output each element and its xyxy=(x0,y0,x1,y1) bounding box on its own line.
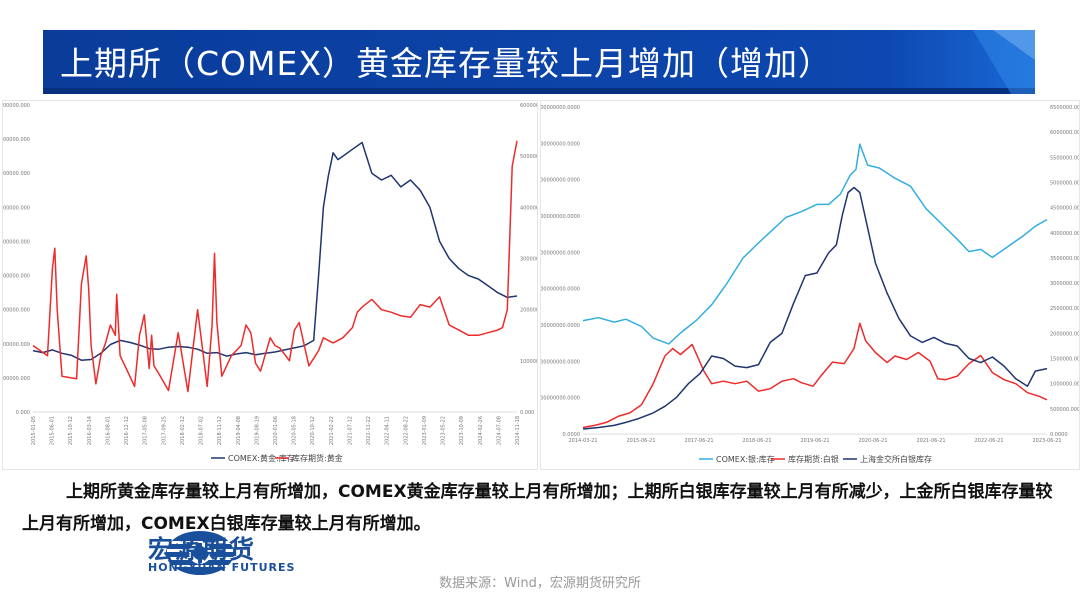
silver-right-tick-label: 4500000.0000 xyxy=(1050,206,1079,212)
silver-left-tick-label: 0.0000 xyxy=(563,432,581,438)
gold-left-tick-label: 10000000.000 xyxy=(3,342,30,348)
silver-left-tick-label: 4000000000.0000 xyxy=(541,141,580,147)
gold-x-tick-label: 2020-05-18 xyxy=(292,416,298,445)
gold-left-tick-label: 45000000.000 xyxy=(3,103,30,109)
gold-inventory-chart-panel: 0.000 5000000.000 10000000.000 15000000.000… xyxy=(2,100,538,470)
gold-inventory-chart: 0.000 5000000.000 10000000.000 15000000.000… xyxy=(3,103,537,463)
gold-left-tick-label: 35000000.000 xyxy=(3,171,30,177)
silver-series-line-2 xyxy=(582,186,1048,430)
gold-x-tick-label: 2021-11-22 xyxy=(366,416,372,445)
silver-series-line-0 xyxy=(582,143,1048,345)
gold-x-tick-label: 2015-06-01 xyxy=(50,416,56,445)
gold-x-tick-label: 2021-07-12 xyxy=(347,416,353,445)
gold-x-tick-label: 2016-12-12 xyxy=(124,416,130,445)
gold-x-tick-label: 2021-02-22 xyxy=(329,416,335,445)
gold-x-tick-label: 2018-11-12 xyxy=(217,416,223,445)
gold-series-line-0 xyxy=(32,141,518,361)
title-banner xyxy=(43,30,1035,94)
silver-x-tick-label: 2015-06-21 xyxy=(626,438,655,444)
silver-left-tick-label: 1500000000.0000 xyxy=(541,323,580,329)
gold-legend-label-0: COMEX:黄金:库存 xyxy=(228,453,295,463)
gold-x-tick-label: 2019-04-08 xyxy=(236,416,242,445)
silver-x-tick-label: 2021-06-21 xyxy=(916,438,945,444)
silver-left-tick-label: 2500000000.0000 xyxy=(541,250,580,256)
silver-left-tick-label: 500000000.0000 xyxy=(541,396,580,402)
gold-right-tick-label: 2000000.000 xyxy=(520,308,537,314)
gold-x-tick-label: 2019-08-19 xyxy=(254,416,260,445)
gold-left-tick-label: 20000000.000 xyxy=(3,274,30,280)
gold-right-tick-label: 4000000.000 xyxy=(520,205,537,211)
gold-x-tick-label: 2023-10-09 xyxy=(459,416,465,445)
gold-x-tick-label: 2016-03-14 xyxy=(87,416,93,445)
silver-right-tick-label: 1500000.0000 xyxy=(1050,357,1079,363)
silver-left-tick-label: 1000000000.0000 xyxy=(541,359,580,365)
data-source-note: 数据来源：Wind，宏源期货研究所 xyxy=(439,576,641,591)
gold-left-tick-label: 15000000.000 xyxy=(3,308,30,314)
gold-series-line-1 xyxy=(32,140,518,393)
silver-right-tick-label: 3000000.0000 xyxy=(1050,281,1079,287)
gold-x-tick-label: 2015-10-12 xyxy=(68,416,74,445)
silver-right-tick-label: 3500000.0000 xyxy=(1050,256,1079,262)
gold-x-tick-label: 2017-05-08 xyxy=(143,416,149,445)
gold-left-tick-label: 5000000.000 xyxy=(3,376,30,382)
silver-x-tick-label: 2020-06-21 xyxy=(858,438,887,444)
gold-right-tick-label: 6000000.000 xyxy=(520,103,537,109)
silver-legend-label-0: COMEX:银:库存 xyxy=(716,454,775,464)
silver-inventory-chart: 0.0000 500000000.0000 1000000000.0000 15000… xyxy=(541,105,1079,464)
hongyuan-logo xyxy=(166,531,234,575)
silver-right-tick-label: 6000000.0000 xyxy=(1050,130,1079,136)
silver-x-tick-label: 2014-03-21 xyxy=(568,438,597,444)
silver-series-line-1 xyxy=(582,322,1048,429)
silver-x-tick-label: 2019-06-21 xyxy=(800,438,829,444)
silver-x-tick-label: 2018-06-21 xyxy=(742,438,771,444)
gold-x-tick-label: 2020-10-12 xyxy=(310,416,316,445)
gold-right-tick-label: 1000000.000 xyxy=(520,359,537,365)
gold-x-tick-label: 2022-04-11 xyxy=(385,416,391,445)
silver-right-tick-label: 0.0000 xyxy=(1050,432,1068,438)
gold-right-tick-label: 3000000.000 xyxy=(520,257,537,263)
silver-right-tick-label: 6500000.0000 xyxy=(1050,105,1079,111)
logo-english-name: HONGYUAN FUTURES xyxy=(148,561,296,574)
gold-right-tick-label: 5000000.000 xyxy=(520,154,537,160)
gold-x-tick-label: 2023-05-22 xyxy=(441,416,447,445)
silver-legend-label-1: 库存期货:白银 xyxy=(788,454,839,464)
gold-left-tick-label: 30000000.000 xyxy=(3,205,30,211)
gold-x-tick-label: 2016-08-01 xyxy=(105,416,111,445)
gold-x-tick-label: 2017-09-25 xyxy=(161,416,167,445)
gold-right-tick-label: 0.000 xyxy=(520,410,534,416)
gold-x-tick-label: 2018-07-02 xyxy=(199,416,205,445)
summary-text: 上期所黄金库存量较上月有所增加，COMEX黄金库存量较上月有所增加；上期所白银库… xyxy=(22,482,1053,534)
silver-right-tick-label: 500000.0000 xyxy=(1050,407,1079,413)
silver-x-tick-label: 2017-06-21 xyxy=(684,438,713,444)
gold-x-tick-label: 2024-02-26 xyxy=(478,416,484,445)
gold-legend-label-1: 库存期货:黄金 xyxy=(292,453,343,463)
silver-right-tick-label: 2500000.0000 xyxy=(1050,306,1079,312)
silver-x-tick-label: 2022-06-21 xyxy=(974,438,1003,444)
silver-left-tick-label: 2000000000.0000 xyxy=(541,287,580,293)
silver-x-tick-label: 2023-06-21 xyxy=(1032,438,1061,444)
silver-inventory-chart-panel: 0.0000 500000000.0000 1000000000.0000 15000… xyxy=(540,100,1080,470)
gold-left-tick-label: 0.000 xyxy=(16,410,30,416)
silver-left-tick-label: 3000000000.0000 xyxy=(541,214,580,220)
gold-x-tick-label: 2018-02-12 xyxy=(180,416,186,445)
silver-legend-label-2: 上海金交所白银库存 xyxy=(860,454,932,464)
silver-right-tick-label: 5000000.0000 xyxy=(1050,180,1079,186)
page-title: 上期所（COMEX）黄金库存量较上月增加（增加） xyxy=(60,44,832,83)
gold-x-tick-label: 2024-11-18 xyxy=(515,416,521,445)
gold-x-tick-label: 2020-01-06 xyxy=(273,416,279,445)
silver-right-tick-label: 2000000.0000 xyxy=(1050,331,1079,337)
gold-x-tick-label: 2024-07-08 xyxy=(496,416,502,445)
silver-right-tick-label: 1000000.0000 xyxy=(1050,382,1079,388)
gold-left-tick-label: 25000000.000 xyxy=(3,239,30,245)
gold-left-tick-label: 40000000.000 xyxy=(3,137,30,143)
silver-left-tick-label: 4500000000.0000 xyxy=(541,105,580,111)
gold-x-tick-label: 2022-08-22 xyxy=(403,416,409,445)
silver-left-tick-label: 3500000000.0000 xyxy=(541,178,580,184)
logo-chinese-name: 宏源期货 xyxy=(148,535,257,564)
gold-x-tick-label: 2023-01-09 xyxy=(422,416,428,445)
silver-right-tick-label: 4000000.0000 xyxy=(1050,231,1079,237)
silver-right-tick-label: 5500000.0000 xyxy=(1050,155,1079,161)
gold-x-tick-label: 2015-01-05 xyxy=(31,416,37,445)
